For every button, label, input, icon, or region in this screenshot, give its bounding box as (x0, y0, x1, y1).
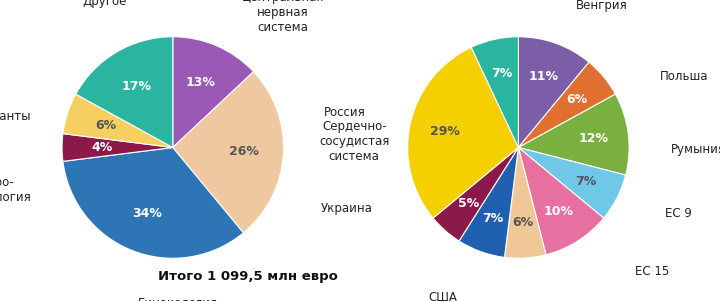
Text: Итого 1 099,5 млн евро: Итого 1 099,5 млн евро (158, 270, 338, 283)
Text: Польша: Польша (660, 70, 708, 83)
Wedge shape (408, 47, 518, 218)
Wedge shape (433, 147, 518, 241)
Text: 6%: 6% (566, 93, 587, 106)
Wedge shape (518, 62, 616, 147)
Text: 12%: 12% (578, 132, 608, 144)
Wedge shape (471, 37, 518, 147)
Text: 7%: 7% (491, 67, 513, 80)
Wedge shape (518, 94, 629, 175)
Text: 29%: 29% (430, 125, 460, 138)
Text: Другое: Другое (82, 0, 126, 8)
Text: Венгрия: Венгрия (576, 0, 628, 12)
Text: Россия: Россия (324, 106, 366, 119)
Text: 7%: 7% (575, 175, 596, 188)
Text: 11%: 11% (529, 70, 559, 83)
Text: Гинекология: Гинекология (138, 297, 218, 301)
Text: 7%: 7% (482, 212, 503, 225)
Wedge shape (62, 134, 173, 161)
Text: Сердечно-
сосудистая
система: Сердечно- сосудистая система (319, 120, 390, 163)
Text: США: США (428, 291, 457, 301)
Text: ЕС 9: ЕС 9 (665, 207, 691, 220)
Text: 10%: 10% (544, 205, 574, 218)
Text: Центральная
нервная
система: Центральная нервная система (241, 0, 324, 34)
Text: 26%: 26% (229, 145, 258, 158)
Wedge shape (459, 147, 518, 257)
Wedge shape (518, 147, 604, 255)
Wedge shape (63, 94, 173, 147)
Text: 6%: 6% (513, 216, 534, 229)
Wedge shape (63, 147, 243, 258)
Text: 13%: 13% (186, 76, 216, 89)
Text: 5%: 5% (458, 197, 480, 210)
Text: 17%: 17% (122, 80, 152, 93)
Wedge shape (518, 37, 589, 147)
Text: 6%: 6% (95, 119, 116, 132)
Text: ЕС 15: ЕС 15 (635, 265, 669, 278)
Wedge shape (518, 147, 626, 218)
Wedge shape (173, 37, 253, 147)
Text: Украина: Украина (320, 202, 372, 215)
Text: Румыния: Румыния (671, 143, 720, 156)
Wedge shape (505, 147, 546, 258)
Text: 4%: 4% (91, 141, 112, 154)
Wedge shape (173, 72, 284, 233)
Text: Миорелаксанты: Миорелаксанты (0, 110, 31, 123)
Text: Гастро-
энтерология: Гастро- энтерология (0, 175, 31, 203)
Wedge shape (76, 37, 173, 147)
Text: 34%: 34% (132, 207, 162, 220)
